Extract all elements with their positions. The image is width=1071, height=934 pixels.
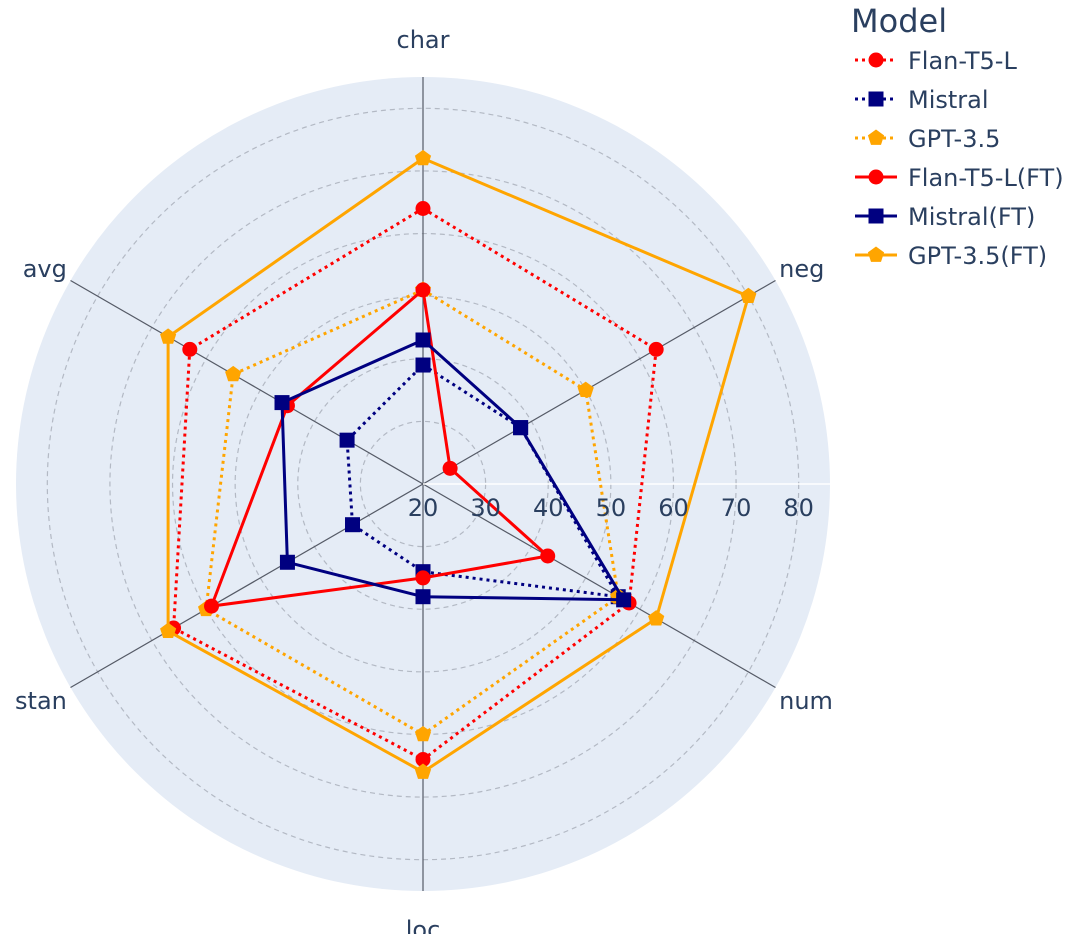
data-point-neg	[648, 341, 664, 357]
legend: Model Flan-T5-L Mistral GPT-3.5 Flan-T5-L(F…	[851, 2, 1064, 270]
legend-swatch-marker	[867, 246, 885, 262]
axis-label-char: char	[397, 26, 450, 54]
legend-label: Mistral	[908, 86, 989, 114]
radial-tick-label: 40	[533, 494, 564, 522]
series-GPT-3.5(FT)	[160, 149, 757, 779]
data-point-stan	[204, 598, 220, 614]
data-point-loc	[414, 726, 432, 742]
angular-axes	[70, 77, 830, 891]
axis-line-stan	[70, 483, 424, 689]
data-point-loc	[415, 752, 431, 768]
legend-label: GPT-3.5	[908, 125, 1000, 153]
data-point-char	[414, 149, 432, 166]
legend-item-Mistral(FT): Mistral(FT)	[855, 203, 1035, 231]
data-point-neg	[740, 287, 757, 303]
data-point-neg	[577, 381, 594, 397]
radial-tick-label: 70	[721, 494, 752, 522]
axis-label-neg: neg	[779, 255, 824, 283]
data-point-avg	[339, 432, 355, 448]
data-point-avg	[182, 341, 198, 357]
data-point-num	[648, 610, 665, 626]
axis-label-avg: avg	[23, 255, 67, 283]
legend-title: Model	[851, 2, 947, 40]
data-point-loc	[415, 589, 431, 605]
axis-label-loc: loc	[406, 916, 441, 934]
data-point-char	[415, 332, 431, 348]
legend-label: Flan-T5-L	[908, 47, 1017, 75]
legend-swatch-marker	[868, 91, 884, 107]
axis-line-num	[422, 483, 776, 689]
data-point-avg	[225, 365, 242, 382]
data-point-char	[415, 282, 431, 298]
data-point-neg	[442, 460, 458, 476]
radial-tick-label: 60	[658, 494, 689, 522]
legend-swatch-marker	[868, 52, 884, 68]
data-point-num	[616, 592, 632, 608]
data-point-char	[415, 200, 431, 216]
legend-swatch-marker	[868, 169, 884, 185]
data-point-loc	[414, 763, 432, 779]
legend-label: Flan-T5-L(FT)	[908, 164, 1064, 192]
radial-tick-label: 80	[783, 494, 814, 522]
data-point-char	[415, 357, 431, 373]
data-point-neg	[513, 420, 529, 436]
axis-line-avg	[70, 279, 424, 485]
axis-label-num: num	[779, 687, 833, 715]
legend-label: GPT-3.5(FT)	[908, 242, 1047, 270]
legend-item-GPT-3.5: GPT-3.5	[855, 125, 1000, 153]
data-point-num	[540, 548, 556, 564]
data-point-stan	[279, 554, 295, 570]
legend-item-Mistral: Mistral	[855, 86, 989, 114]
legend-swatch-marker	[868, 208, 884, 224]
radial-tick-label: 20	[408, 494, 439, 522]
axis-labels: char neg num loc stan avg	[15, 26, 833, 934]
legend-label: Mistral(FT)	[908, 203, 1035, 231]
series-Mistral(FT)	[274, 332, 632, 608]
legend-item-Flan-T5-L: Flan-T5-L	[855, 47, 1017, 75]
radial-tick-label: 50	[596, 494, 627, 522]
axis-line-neg	[422, 279, 776, 485]
data-point-stan	[160, 622, 177, 638]
legend-swatch-marker	[867, 129, 885, 145]
legend-item-Flan-T5-L(FT): Flan-T5-L(FT)	[855, 164, 1064, 192]
axis-label-stan: stan	[15, 687, 67, 715]
data-point-stan	[345, 517, 361, 533]
data-point-avg	[160, 328, 177, 344]
data-point-avg	[274, 395, 290, 411]
legend-item-GPT-3.5(FT): GPT-3.5(FT)	[855, 242, 1047, 270]
data-point-loc	[415, 570, 431, 586]
series-layer	[160, 149, 757, 779]
radial-tick-label: 30	[470, 494, 501, 522]
radial-ticks: 20 30 40 50 60 70 80	[408, 494, 814, 522]
